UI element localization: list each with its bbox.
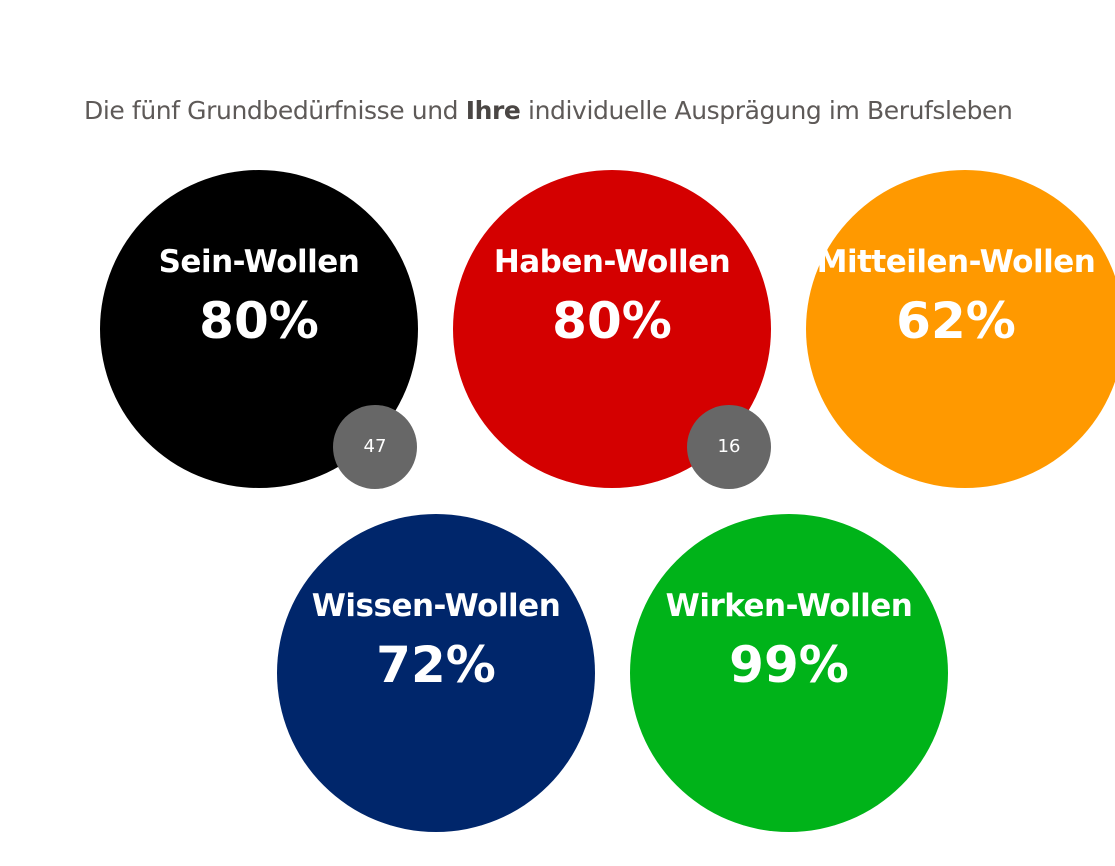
need-percentage: 80% xyxy=(552,292,672,350)
need-label: Sein-Wollen xyxy=(158,244,360,280)
need-circle-sein-wollen[interactable]: Sein-Wollen 80% xyxy=(100,170,418,488)
need-label: Haben-Wollen xyxy=(493,244,731,280)
heading-suffix: individuelle Ausprägung im Berufsleben xyxy=(528,96,1013,125)
need-label: Wissen-Wollen xyxy=(311,588,561,624)
need-percentage: 80% xyxy=(199,292,319,350)
heading-emphasis: Ihre xyxy=(465,96,521,125)
need-percentage: 99% xyxy=(729,636,849,694)
need-count-badge[interactable]: 47 xyxy=(333,405,417,489)
need-circle-mitteilen-wollen[interactable]: Mitteilen-Wollen 62% xyxy=(806,170,1115,488)
heading-prefix: Die fünf Grundbedürfnisse und xyxy=(84,96,459,125)
need-percentage: 62% xyxy=(896,292,1016,350)
need-circle-wissen-wollen[interactable]: Wissen-Wollen 72% xyxy=(277,514,595,832)
need-count-badge[interactable]: 16 xyxy=(687,405,771,489)
need-label: Mitteilen-Wollen xyxy=(816,244,1096,280)
need-label: Wirken-Wollen xyxy=(665,588,913,624)
page-heading: Die fünf Grundbedürfnisse und Ihre indiv… xyxy=(84,96,1013,125)
need-percentage: 72% xyxy=(376,636,496,694)
need-circle-wirken-wollen[interactable]: Wirken-Wollen 99% xyxy=(630,514,948,832)
